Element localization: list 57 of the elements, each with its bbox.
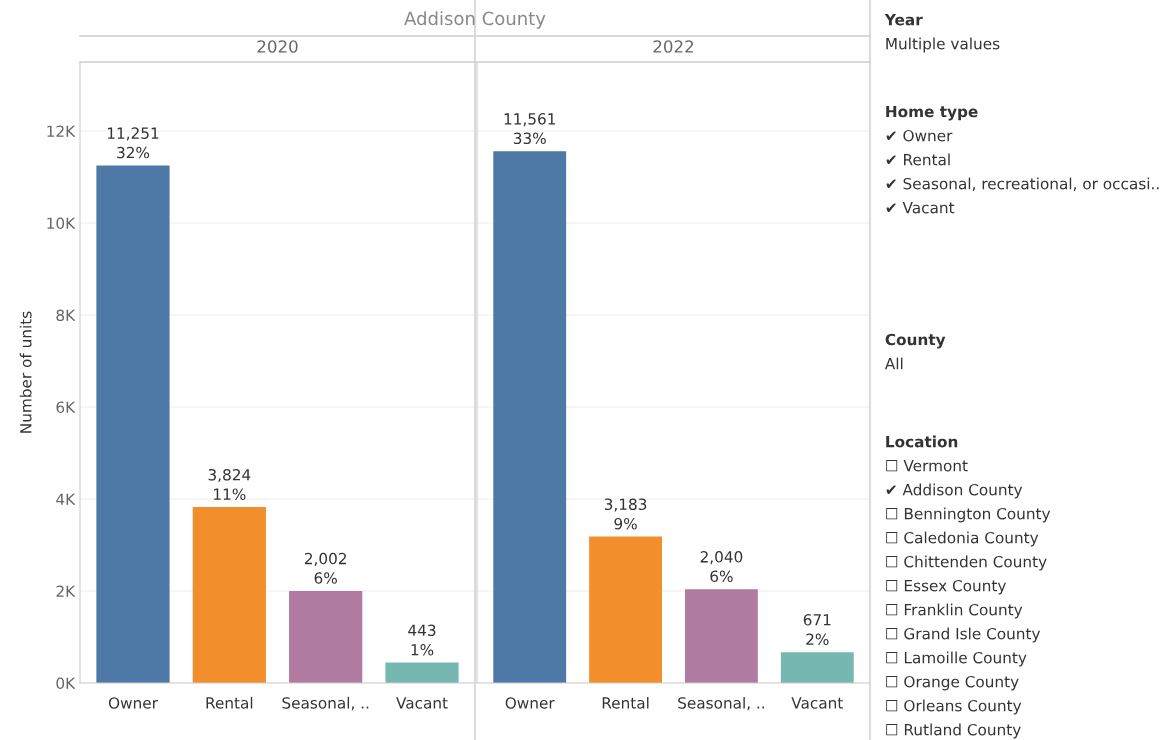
text: ☐ Essex County [886,579,1006,595]
text: County [885,333,946,349]
text: ☐ Rutland County [886,723,1021,739]
x-tick-label: Rental [602,696,649,709]
text: Multiple values [886,37,1000,53]
data-label: 2,040 6% [700,551,743,583]
x-tick-label: Owner [108,697,158,709]
text: ☐ Bennington County [886,507,1051,523]
x-tick-label: Vacant [791,697,843,709]
bar [192,507,266,683]
y-tick-label: 4K [56,493,76,505]
text: ☐ Vermont [886,460,968,472]
bar [289,590,363,683]
y-axis-title: Number of units [19,311,32,433]
x-tick-label: Seasonal, .. [678,696,765,711]
bar [780,652,854,683]
text: All [884,357,903,370]
text: ☐ Chittenden County [886,555,1047,571]
y-tick-label: 0K [56,677,76,690]
y-tick-label: 10K [47,217,76,230]
bar [385,662,459,683]
text: ☐ Grand Isle County [886,627,1041,643]
chart-subtitle: 2022 [653,40,694,53]
x-tick-label: Seasonal, .. [282,696,369,711]
text: ☐ Caledonia County [886,531,1039,547]
data-label: 3,183 9% [604,498,647,530]
data-label: 443 1% [408,624,436,656]
y-tick-label: 2K [56,585,76,597]
data-label: 11,251 32% [107,127,159,159]
text: ☐ Franklin County [886,603,1023,619]
data-label: 11,561 33% [504,113,556,145]
text: ✔ Rental [886,153,950,166]
text: ✔ Vacant [886,202,955,214]
text: ☐ Orleans County [886,699,1022,715]
x-tick-label: Owner [505,697,555,709]
chart-subtitle: 2020 [257,40,298,53]
y-tick-label: 6K [56,401,76,414]
text: ☐ Lamoille County [886,651,1027,667]
text: Home type [886,105,978,121]
x-tick-label: Vacant [396,697,448,709]
bar [96,165,170,683]
y-tick-label: 12K [47,125,76,137]
data-label: 671 2% [803,614,831,646]
bar [589,536,662,683]
text: ✔ Addison County [886,483,1023,499]
x-tick-label: Rental [206,696,253,709]
data-label: 3,824 11% [208,468,251,500]
text: ☐ Orange County [886,675,1019,691]
data-label: 2,002 6% [304,552,347,584]
text: ✔ Owner [886,129,953,142]
bar [685,589,758,683]
text: ✔ Seasonal, recreational, or occasi.. [886,177,1159,191]
text: Year [884,14,923,26]
text: Location [886,435,958,448]
bar [493,151,567,683]
y-tick-label: 8K [56,309,76,322]
chart-title: Addison County [404,11,546,29]
